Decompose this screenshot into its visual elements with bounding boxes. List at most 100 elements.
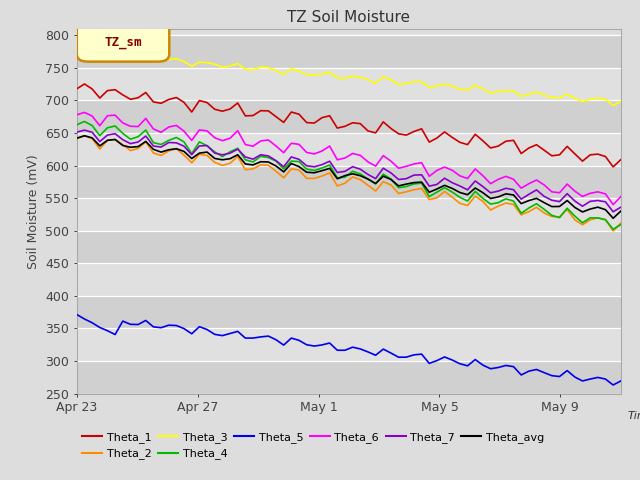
Bar <box>77 231 621 264</box>
Theta_7 <box>157 144 165 150</box>
Theta_3 <box>157 59 165 65</box>
Theta_1 <box>579 158 586 164</box>
Theta_3 <box>579 99 586 105</box>
Theta_6 <box>81 109 88 115</box>
Theta_6 <box>609 202 617 207</box>
Theta_4 <box>73 122 81 128</box>
Theta_4 <box>426 194 433 200</box>
Theta_4 <box>264 155 272 160</box>
Legend: Theta_1, Theta_2, Theta_3, Theta_4, Theta_5, Theta_6, Theta_7, Theta_avg: Theta_1, Theta_2, Theta_3, Theta_4, Thet… <box>83 432 544 459</box>
Bar <box>77 361 621 394</box>
Theta_2 <box>264 162 272 168</box>
Bar <box>77 264 621 296</box>
Theta_avg <box>157 149 165 155</box>
Theta_5 <box>617 378 625 384</box>
Bar <box>77 68 621 100</box>
Line: Theta_3: Theta_3 <box>77 50 621 106</box>
Theta_6 <box>426 173 433 179</box>
Theta_6 <box>157 129 165 135</box>
Theta_avg <box>609 216 617 221</box>
Theta_2 <box>426 197 433 203</box>
Theta_1 <box>609 164 617 170</box>
Theta_1 <box>264 108 272 114</box>
Bar <box>77 198 621 231</box>
Theta_1 <box>81 81 88 87</box>
Theta_3 <box>73 49 81 55</box>
Theta_2 <box>609 228 617 234</box>
Theta_avg <box>387 177 395 182</box>
Theta_7 <box>579 204 586 209</box>
Theta_5 <box>380 346 387 352</box>
Theta_avg <box>81 133 88 139</box>
Bar <box>77 36 621 68</box>
Line: Theta_6: Theta_6 <box>77 112 621 204</box>
Theta_2 <box>73 136 81 142</box>
Theta_2 <box>387 182 395 188</box>
Theta_6 <box>73 112 81 118</box>
Theta_6 <box>449 168 456 173</box>
Line: Theta_avg: Theta_avg <box>77 136 621 218</box>
Bar <box>77 296 621 328</box>
Theta_3 <box>426 84 433 90</box>
Theta_2 <box>617 220 625 226</box>
Theta_avg <box>426 189 433 195</box>
Theta_2 <box>449 194 456 200</box>
Theta_7 <box>387 170 395 176</box>
Theta_7 <box>617 204 625 210</box>
Theta_1 <box>73 86 81 92</box>
Title: TZ Soil Moisture: TZ Soil Moisture <box>287 10 410 25</box>
Bar <box>77 100 621 133</box>
Theta_5 <box>418 351 426 357</box>
Text: TZ_sm: TZ_sm <box>104 36 142 49</box>
Theta_4 <box>579 220 586 226</box>
Theta_7 <box>609 209 617 215</box>
Theta_avg <box>264 159 272 165</box>
Theta_5 <box>441 354 449 360</box>
Theta_1 <box>426 139 433 145</box>
Theta_3 <box>609 103 617 108</box>
Theta_4 <box>449 189 456 195</box>
Theta_3 <box>387 77 395 83</box>
Line: Theta_1: Theta_1 <box>77 84 621 167</box>
Theta_3 <box>264 65 272 71</box>
Theta_avg <box>449 186 456 192</box>
Theta_3 <box>81 48 88 53</box>
FancyBboxPatch shape <box>77 24 169 61</box>
Theta_5 <box>73 312 81 317</box>
Line: Theta_5: Theta_5 <box>77 314 621 385</box>
Theta_5 <box>150 324 157 330</box>
Line: Theta_4: Theta_4 <box>77 121 621 229</box>
Theta_1 <box>157 100 165 106</box>
Line: Theta_2: Theta_2 <box>77 136 621 231</box>
Theta_2 <box>81 133 88 139</box>
Theta_7 <box>264 153 272 159</box>
Theta_7 <box>449 180 456 186</box>
Theta_1 <box>449 134 456 140</box>
Theta_5 <box>609 382 617 388</box>
Theta_avg <box>579 209 586 215</box>
Bar <box>77 133 621 166</box>
Theta_1 <box>387 126 395 132</box>
Theta_4 <box>609 227 617 232</box>
Theta_7 <box>73 129 81 135</box>
Theta_6 <box>387 158 395 164</box>
Theta_3 <box>617 98 625 104</box>
Theta_7 <box>81 127 88 133</box>
Theta_3 <box>449 83 456 89</box>
Theta_6 <box>617 194 625 200</box>
Bar <box>77 166 621 198</box>
Theta_avg <box>617 208 625 214</box>
Line: Theta_7: Theta_7 <box>77 130 621 212</box>
Y-axis label: Soil Moisture (mV): Soil Moisture (mV) <box>27 154 40 269</box>
Theta_avg <box>73 135 81 141</box>
Theta_5 <box>257 334 264 340</box>
Theta_7 <box>426 183 433 189</box>
Theta_4 <box>81 119 88 124</box>
Theta_6 <box>579 193 586 199</box>
Theta_2 <box>579 222 586 228</box>
Theta_4 <box>617 222 625 228</box>
Theta_5 <box>204 327 211 333</box>
Theta_1 <box>617 157 625 163</box>
Bar <box>77 328 621 361</box>
Theta_6 <box>264 137 272 143</box>
